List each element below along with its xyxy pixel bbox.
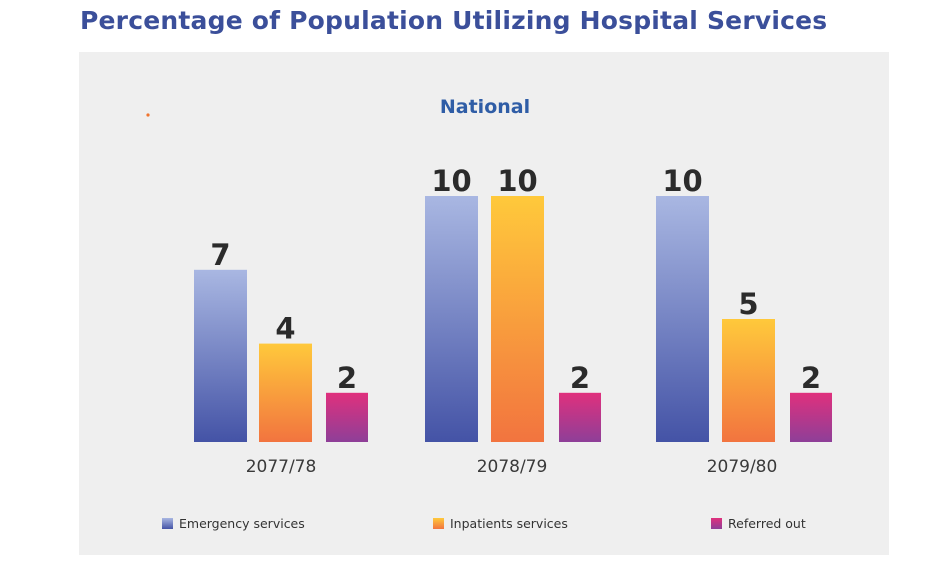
data-label-inpatients-2079-80: 5 (738, 287, 758, 321)
data-label-emergency-2078-79: 10 (431, 164, 471, 198)
data-label-referred-2077-78: 2 (337, 361, 357, 395)
page-title: Percentage of Population Utilizing Hospi… (80, 6, 828, 35)
bar-emergency-2077-78 (194, 269, 247, 442)
legend-swatch-referred (711, 518, 722, 529)
legend-swatch-emergency (162, 518, 173, 529)
data-label-inpatients-2077-78: 4 (275, 312, 295, 346)
legend-swatch-inpatients (433, 518, 444, 529)
x-tick-label-2079-80: 2079/80 (707, 457, 778, 477)
chart-subtitle: National (440, 96, 530, 118)
x-tick-label-2078-79: 2078/79 (477, 457, 548, 477)
legend-item-emergency: Emergency services (162, 516, 305, 531)
data-label-inpatients-2078-79: 10 (497, 164, 537, 198)
x-tick-label-2077-78: 2077/78 (246, 457, 317, 477)
bar-inpatients-2077-78 (259, 343, 312, 442)
legend-label-emergency: Emergency services (179, 516, 305, 531)
bar-emergency-2078-79 (425, 196, 478, 442)
legend-item-referred: Referred out (711, 516, 806, 531)
bar-inpatients-2079-80 (722, 319, 775, 442)
legend-item-inpatients: Inpatients services (433, 516, 568, 531)
bar-inpatients-2078-79 (491, 196, 544, 442)
bars-layer: 7 4 2 2077/78 10 10 2 2078/79 10 5 2 2079/80 (194, 164, 832, 477)
legend-label-inpatients: Inpatients services (450, 516, 568, 531)
bar-referred-2077-78 (326, 392, 368, 442)
data-label-referred-2079-80: 2 (801, 361, 821, 395)
bar-emergency-2079-80 (656, 196, 709, 442)
data-label-emergency-2077-78: 7 (210, 238, 230, 272)
legend-label-referred: Referred out (728, 516, 806, 531)
data-label-emergency-2079-80: 10 (662, 164, 702, 198)
bar-referred-2078-79 (559, 392, 601, 442)
data-label-referred-2078-79: 2 (570, 361, 590, 395)
decorative-dot (146, 113, 150, 117)
bar-referred-2079-80 (790, 392, 832, 442)
